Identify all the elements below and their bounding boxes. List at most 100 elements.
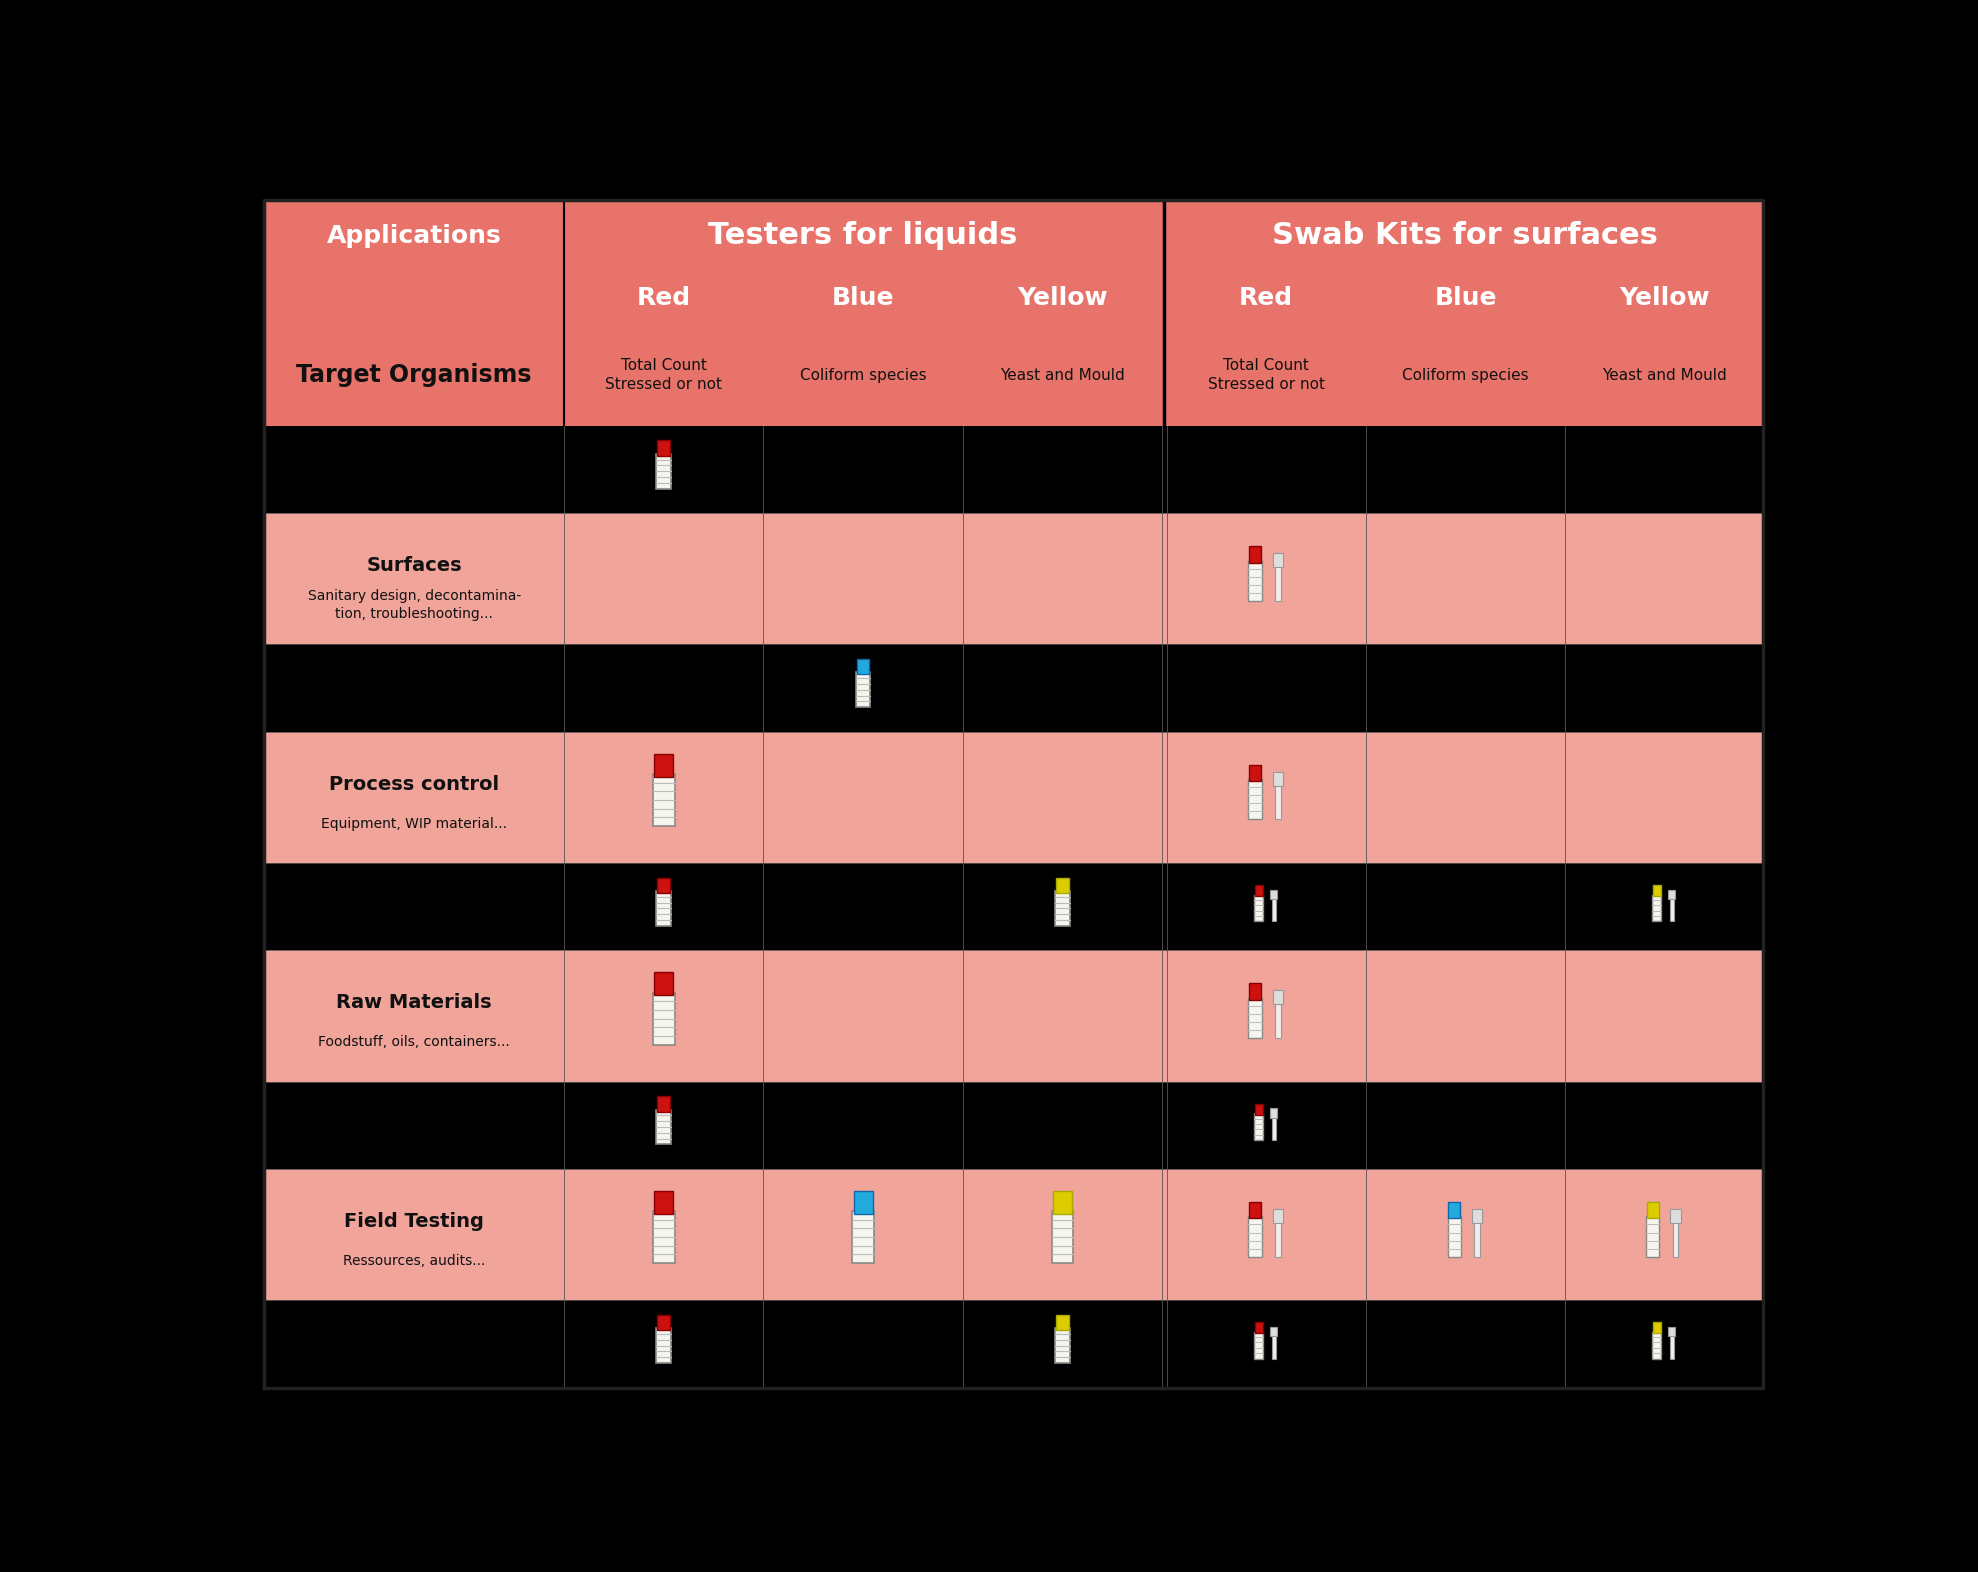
Text: Field Testing: Field Testing (344, 1212, 485, 1231)
Bar (1254, 1104, 1262, 1115)
Bar (657, 1328, 671, 1363)
Text: Process control: Process control (328, 775, 498, 794)
Bar (655, 1192, 673, 1214)
Bar (1248, 998, 1262, 1038)
Bar (1274, 784, 1280, 819)
Bar (1052, 1210, 1074, 1262)
Bar (1056, 1314, 1068, 1330)
Bar (1673, 1221, 1679, 1256)
Text: Yeast and Mould: Yeast and Mould (1001, 368, 1125, 384)
Bar (657, 1096, 671, 1111)
Bar (1669, 898, 1673, 921)
Bar (1667, 890, 1675, 899)
Text: Blue: Blue (833, 286, 894, 310)
Bar (1646, 1217, 1660, 1256)
Bar (1254, 1331, 1264, 1358)
Text: Coliform species: Coliform species (799, 368, 926, 384)
Bar (657, 440, 671, 456)
Bar (856, 659, 870, 674)
Bar (1654, 1322, 1662, 1333)
Bar (1448, 1203, 1460, 1218)
Bar (655, 971, 673, 995)
Bar (265, 512, 1762, 645)
Text: Total Count
Stressed or not: Total Count Stressed or not (1209, 358, 1325, 393)
Bar (265, 1300, 1762, 1388)
Bar (853, 1210, 874, 1262)
Bar (1272, 772, 1282, 786)
Text: Total Count
Stressed or not: Total Count Stressed or not (605, 358, 722, 393)
Bar (1254, 1113, 1264, 1140)
Bar (1474, 1221, 1480, 1256)
Bar (1272, 553, 1282, 567)
Text: Applications: Applications (326, 223, 502, 248)
Bar (1254, 894, 1264, 921)
Bar (1472, 1209, 1482, 1223)
Bar (1648, 1203, 1660, 1218)
Bar (657, 1314, 671, 1330)
Bar (657, 891, 671, 926)
Bar (265, 1082, 1762, 1170)
Bar (1652, 894, 1662, 921)
Bar (655, 753, 673, 777)
Bar (1654, 885, 1662, 896)
Text: Red: Red (1240, 286, 1294, 310)
Bar (1652, 1331, 1662, 1358)
Bar (856, 673, 870, 707)
Text: Sanitary design, decontamina-
tion, troubleshooting...: Sanitary design, decontamina- tion, trou… (307, 590, 520, 621)
Bar (657, 877, 671, 893)
Bar (1254, 1322, 1262, 1333)
Bar (265, 426, 1762, 512)
Text: Target Organisms: Target Organisms (297, 363, 532, 387)
Bar (1254, 885, 1262, 896)
Bar (1667, 1327, 1675, 1336)
Bar (265, 645, 1762, 733)
Bar (653, 1210, 674, 1262)
Text: Equipment, WIP material...: Equipment, WIP material... (320, 816, 506, 830)
Bar (657, 1110, 671, 1144)
Text: Yellow: Yellow (1017, 286, 1108, 310)
Bar (1052, 1192, 1072, 1214)
Bar (1248, 984, 1260, 1000)
Bar (1272, 1335, 1276, 1358)
Text: Red: Red (637, 286, 690, 310)
Bar (265, 733, 1762, 863)
Bar (653, 992, 674, 1044)
Bar (1274, 566, 1280, 601)
Text: Yeast and Mould: Yeast and Mould (1602, 368, 1727, 384)
Bar (1448, 1217, 1462, 1256)
Bar (265, 951, 1762, 1082)
Bar (1270, 1327, 1278, 1336)
Bar (1054, 891, 1070, 926)
Bar (265, 200, 1762, 426)
Bar (1248, 780, 1262, 819)
Bar (265, 863, 1762, 951)
Bar (1272, 1116, 1276, 1140)
Bar (1274, 1003, 1280, 1038)
Bar (1248, 561, 1262, 601)
Bar (1669, 1335, 1673, 1358)
Bar (854, 1192, 872, 1214)
Text: Surfaces: Surfaces (366, 556, 463, 575)
Bar (1248, 1203, 1260, 1218)
Bar (1248, 545, 1260, 563)
Text: Foodstuff, oils, containers...: Foodstuff, oils, containers... (318, 1036, 510, 1049)
Text: Swab Kits for surfaces: Swab Kits for surfaces (1272, 222, 1658, 250)
Bar (1272, 898, 1276, 921)
Bar (657, 454, 671, 489)
Bar (1272, 990, 1282, 1005)
Bar (1272, 1209, 1282, 1223)
Text: Testers for liquids: Testers for liquids (708, 222, 1019, 250)
Bar (265, 1170, 1762, 1300)
Text: Ressources, audits...: Ressources, audits... (342, 1254, 485, 1267)
Bar (653, 773, 674, 825)
Bar (1054, 1328, 1070, 1363)
Bar (1270, 890, 1278, 899)
Bar (1056, 877, 1068, 893)
Bar (1248, 764, 1260, 781)
Bar (1270, 1108, 1278, 1118)
Text: Coliform species: Coliform species (1402, 368, 1529, 384)
Bar (1274, 1221, 1280, 1256)
Text: Yellow: Yellow (1618, 286, 1709, 310)
Bar (1248, 1217, 1262, 1256)
Text: Raw Materials: Raw Materials (336, 994, 493, 1012)
